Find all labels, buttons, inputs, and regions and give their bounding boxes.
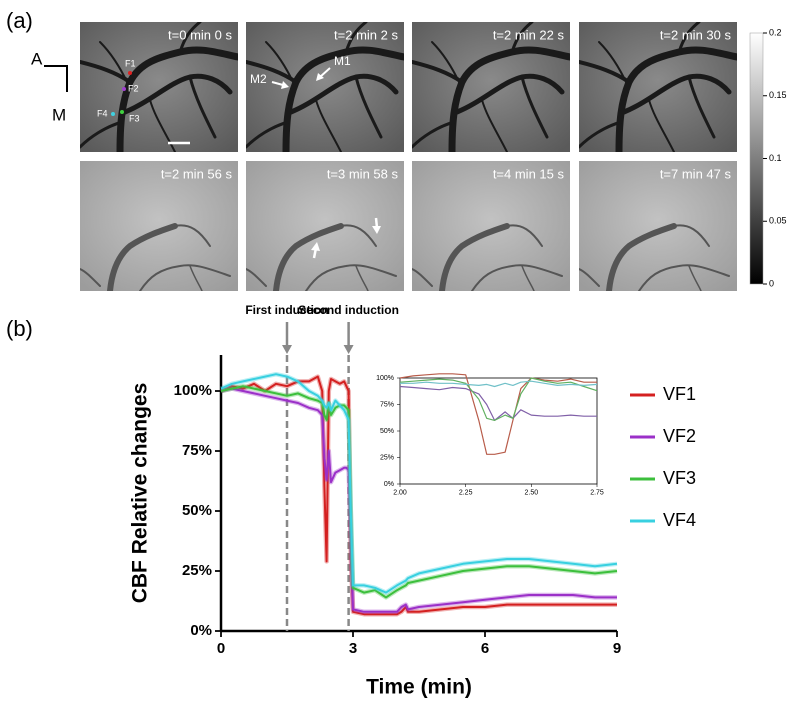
x-tick-label: 6 bbox=[481, 640, 489, 657]
colorbar-ticks: 0 0.05 0.1 0.15 0.2 bbox=[763, 27, 787, 288]
legend-label: VF4 bbox=[663, 510, 696, 530]
y-tick-label: 25% bbox=[380, 454, 394, 461]
colorbar-tick-label: 0 bbox=[769, 278, 774, 288]
colorbar-tick-label: 0.05 bbox=[769, 216, 787, 226]
marker-label: F2 bbox=[128, 83, 139, 93]
y-tick-label: 100% bbox=[174, 382, 212, 399]
frame-time: t=2 min 2 s bbox=[334, 27, 398, 42]
series-line bbox=[399, 373, 597, 455]
arrow-label: M1 bbox=[334, 54, 351, 68]
series-line bbox=[220, 375, 617, 616]
series-line bbox=[400, 380, 598, 388]
marker-label: F3 bbox=[129, 113, 140, 123]
panel-label: (b) bbox=[6, 316, 33, 341]
arrow-head bbox=[281, 81, 289, 89]
series-line bbox=[220, 373, 618, 594]
arrow-label: M2 bbox=[250, 72, 267, 86]
colorbar-tick-label: 0.15 bbox=[769, 90, 787, 100]
x-axis-title: Time (min) bbox=[366, 676, 472, 699]
event-arrow-head bbox=[343, 345, 354, 354]
x-tick-label: 0 bbox=[217, 640, 225, 657]
marker-dot bbox=[111, 112, 115, 116]
frame-time: t=3 min 58 s bbox=[327, 166, 399, 181]
panel-label: (a) bbox=[6, 8, 33, 33]
event-label: First induction bbox=[245, 303, 328, 317]
orientation-mark bbox=[44, 65, 68, 92]
frame-time: t=0 min 0 s bbox=[168, 27, 232, 42]
marker-label: F1 bbox=[125, 58, 136, 68]
legend-label: VF1 bbox=[663, 384, 696, 404]
arrow bbox=[319, 67, 331, 78]
y-tick-label: 0% bbox=[384, 481, 394, 488]
x-tick-label: 2.75 bbox=[590, 489, 604, 496]
x-tick-label: 3 bbox=[349, 640, 357, 657]
frame-time: t=2 min 30 s bbox=[660, 27, 732, 42]
series-line bbox=[399, 377, 598, 421]
frame-time: t=7 min 47 s bbox=[660, 166, 732, 181]
series-line bbox=[220, 385, 618, 599]
frame-time: t=2 min 22 s bbox=[493, 27, 565, 42]
arrow-head bbox=[372, 226, 381, 234]
frame-time: t=4 min 15 s bbox=[493, 166, 565, 181]
x-tick-label: 2.00 bbox=[393, 489, 407, 496]
x-tick-label: 2.25 bbox=[459, 489, 473, 496]
inset-frame bbox=[399, 377, 598, 485]
legend-label: VF2 bbox=[663, 426, 696, 446]
marker-label: F4 bbox=[97, 108, 108, 118]
marker-dot bbox=[128, 71, 132, 75]
event-arrow-head bbox=[282, 345, 292, 354]
legend-label: VF3 bbox=[663, 468, 696, 488]
y-tick-label: 50% bbox=[380, 428, 394, 435]
colorbar bbox=[749, 32, 764, 285]
y-tick-label: 25% bbox=[182, 562, 212, 579]
arrow-head bbox=[316, 73, 324, 81]
series-line bbox=[220, 387, 617, 613]
annotations: F1 F2 F3 F4 M1 M2 bbox=[97, 54, 381, 259]
colorbar-tick-label: 0.2 bbox=[769, 27, 782, 37]
charts: 0% 25% 50% 75% 100% 0 3 6 9 CBF Relative changes T… bbox=[129, 303, 696, 698]
y-tick-label: 50% bbox=[182, 502, 212, 519]
marker-dot bbox=[122, 87, 126, 91]
arrow-head bbox=[311, 242, 320, 251]
series-line bbox=[399, 385, 597, 421]
image-grid: t=0 min 0 s t=2 min 2 s t=2 min 22 s t=2 mi… bbox=[80, 22, 737, 291]
y-tick-label: 75% bbox=[380, 401, 394, 408]
frame-time: t=2 min 56 s bbox=[161, 166, 233, 181]
colorbar-tick-label: 0.1 bbox=[769, 153, 782, 163]
orientation-label: M bbox=[52, 105, 66, 124]
y-axis-title: CBF Relative changes bbox=[129, 383, 152, 604]
x-tick-label: 9 bbox=[613, 640, 621, 657]
y-tick-label: 100% bbox=[376, 375, 394, 382]
y-tick-label: 0% bbox=[190, 622, 212, 639]
x-tick-label: 2.50 bbox=[525, 489, 539, 496]
marker-dot bbox=[120, 110, 124, 114]
y-tick-label: 75% bbox=[182, 442, 212, 459]
event-label: Second induction bbox=[298, 303, 399, 317]
orientation-label: A bbox=[31, 49, 43, 68]
arrow bbox=[271, 81, 284, 86]
